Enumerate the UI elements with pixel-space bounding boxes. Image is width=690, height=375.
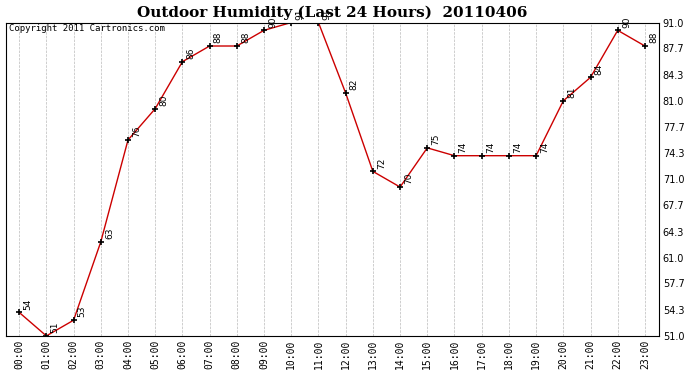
Text: 53: 53	[78, 306, 87, 318]
Text: 91: 91	[323, 8, 332, 20]
Text: 82: 82	[350, 79, 359, 90]
Text: 81: 81	[567, 87, 576, 98]
Text: 90: 90	[268, 16, 277, 27]
Text: 74: 74	[513, 141, 522, 153]
Text: 74: 74	[459, 141, 468, 153]
Title: Outdoor Humidity (Last 24 Hours)  20110406: Outdoor Humidity (Last 24 Hours) 2011040…	[137, 6, 527, 20]
Text: 74: 74	[486, 141, 495, 153]
Text: 76: 76	[132, 126, 141, 137]
Text: 51: 51	[50, 322, 59, 333]
Text: 84: 84	[595, 63, 604, 75]
Text: 90: 90	[622, 16, 631, 27]
Text: 72: 72	[377, 157, 386, 169]
Text: 75: 75	[431, 134, 440, 145]
Text: 88: 88	[649, 32, 658, 43]
Text: 54: 54	[23, 298, 32, 310]
Text: 88: 88	[241, 32, 250, 43]
Text: 63: 63	[105, 228, 114, 239]
Text: 80: 80	[159, 94, 168, 106]
Text: 91: 91	[295, 8, 304, 20]
Text: 70: 70	[404, 173, 413, 184]
Text: 88: 88	[214, 32, 223, 43]
Text: 74: 74	[540, 141, 549, 153]
Text: Copyright 2011 Cartronics.com: Copyright 2011 Cartronics.com	[9, 24, 165, 33]
Text: 86: 86	[186, 47, 195, 59]
